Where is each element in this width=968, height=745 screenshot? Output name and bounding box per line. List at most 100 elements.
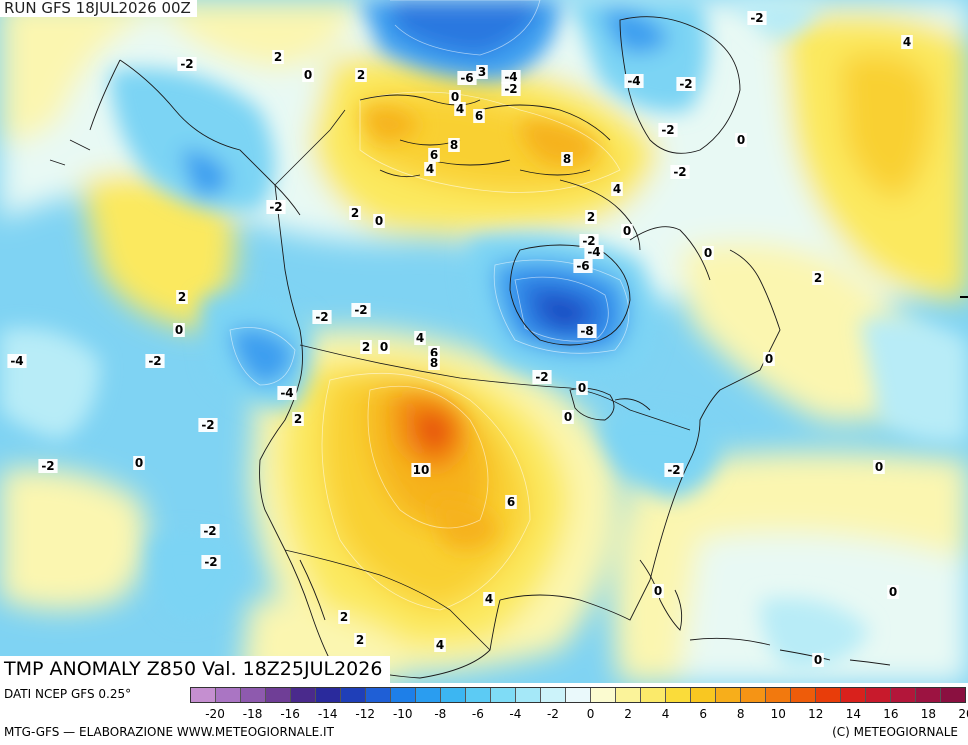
legend-tick-label: 6 bbox=[699, 707, 707, 721]
contour-label: -2 bbox=[670, 165, 690, 179]
svg-text:0: 0 bbox=[765, 352, 773, 366]
contour-label: -2 bbox=[658, 123, 678, 137]
legend-tick-label: -10 bbox=[392, 707, 413, 721]
legend-swatch bbox=[216, 688, 241, 702]
region-warm-northwest bbox=[0, 0, 360, 143]
contour-label: 2 bbox=[812, 271, 824, 285]
contour-label: 0 bbox=[735, 133, 747, 147]
coast-gulf bbox=[499, 579, 651, 621]
legend-tick-label: -2 bbox=[546, 707, 559, 721]
region-cold-greenland-west bbox=[570, 0, 708, 112]
legend-swatch bbox=[341, 688, 366, 702]
region-warm-west-pacific bbox=[80, 173, 236, 330]
contour-label: -2 bbox=[145, 354, 165, 368]
legend-tick-label: 18 bbox=[920, 707, 937, 721]
region-cold-east bbox=[730, 0, 820, 40]
border-us-mexico bbox=[284, 549, 491, 651]
contour-label: 2 bbox=[355, 68, 367, 82]
contour-label: 0 bbox=[449, 90, 461, 104]
svg-text:0: 0 bbox=[578, 381, 586, 395]
legend-tick-label: -4 bbox=[509, 707, 522, 721]
contour-label: 0 bbox=[562, 410, 574, 424]
svg-text:0: 0 bbox=[704, 246, 712, 260]
svg-text:0: 0 bbox=[737, 133, 745, 147]
svg-text:0: 0 bbox=[451, 90, 459, 104]
legend-swatch bbox=[866, 688, 891, 702]
contour-label: 6 bbox=[473, 109, 485, 123]
region-cold-alaska-core bbox=[180, 150, 230, 196]
contour-label: 8 bbox=[448, 138, 460, 152]
legend-swatch bbox=[716, 688, 741, 702]
legend-tick-label: 16 bbox=[883, 707, 899, 721]
isoline bbox=[229, 327, 296, 386]
contour-label: -2 bbox=[747, 11, 767, 25]
data-source-label: DATI NCEP GFS 0.25° bbox=[4, 687, 132, 701]
legend-swatch bbox=[816, 688, 841, 702]
contour-label: 4 bbox=[483, 592, 495, 606]
color-legend bbox=[190, 687, 966, 703]
svg-text:-2: -2 bbox=[535, 370, 548, 384]
contour-label: 0 bbox=[173, 323, 185, 337]
svg-text:-2: -2 bbox=[673, 165, 686, 179]
coast-cuba bbox=[689, 637, 891, 666]
svg-text:-4: -4 bbox=[504, 70, 517, 84]
svg-text:2: 2 bbox=[587, 210, 595, 224]
contour-label: 2 bbox=[272, 50, 284, 64]
svg-text:-2: -2 bbox=[679, 77, 692, 91]
svg-text:4: 4 bbox=[456, 102, 464, 116]
contour-label: -2 bbox=[501, 82, 521, 96]
svg-text:-4: -4 bbox=[10, 354, 23, 368]
svg-text:10: 10 bbox=[413, 463, 430, 477]
legend-swatch bbox=[916, 688, 941, 702]
region-cold-mexico-pacific bbox=[150, 533, 240, 620]
svg-text:0: 0 bbox=[135, 456, 143, 470]
region-warm-canada-hot bbox=[520, 119, 600, 166]
contour-label: -2 bbox=[532, 370, 552, 384]
contour-label: 0 bbox=[133, 456, 145, 470]
contour-label: -2 bbox=[38, 459, 58, 473]
svg-text:-6: -6 bbox=[460, 71, 473, 85]
legend-ticks: -20 -18 -16 -14 -12 -10 -8 -6 -4 -2 0 2 4 6 8 10 12 14 16 1… bbox=[190, 707, 968, 723]
map-title: TMP ANOMALY Z850 Val. 18Z25JUL2026 bbox=[0, 656, 391, 683]
svg-text:3: 3 bbox=[478, 65, 486, 79]
contour-label: -2 bbox=[676, 77, 696, 91]
legend-swatch bbox=[891, 688, 916, 702]
contour-label: -2 bbox=[201, 555, 221, 569]
legend-swatch bbox=[541, 688, 566, 702]
svg-text:4: 4 bbox=[416, 331, 424, 345]
region-cold-caribbean bbox=[760, 598, 870, 670]
svg-text:2: 2 bbox=[178, 290, 186, 304]
svg-text:-2: -2 bbox=[269, 200, 282, 214]
svg-text:-2: -2 bbox=[180, 57, 193, 71]
legend-swatch bbox=[941, 688, 965, 702]
svg-text:-2: -2 bbox=[750, 11, 763, 25]
svg-text:0: 0 bbox=[564, 410, 572, 424]
legend-swatch bbox=[641, 688, 666, 702]
contour-label: -4 bbox=[277, 386, 297, 400]
coast-baja bbox=[284, 549, 331, 661]
svg-text:6: 6 bbox=[430, 148, 438, 162]
coastline-layer bbox=[49, 16, 891, 679]
svg-text:2: 2 bbox=[362, 340, 370, 354]
svg-text:2: 2 bbox=[356, 633, 364, 647]
legend-swatch bbox=[241, 688, 266, 702]
contour-label: -2 bbox=[312, 310, 332, 324]
contour-label: 0 bbox=[302, 68, 314, 82]
contour-label: 0 bbox=[873, 460, 885, 474]
legend-swatch bbox=[366, 688, 391, 702]
svg-text:-2: -2 bbox=[354, 303, 367, 317]
svg-text:-2: -2 bbox=[582, 234, 595, 248]
legend-tick-label: 20 bbox=[958, 707, 968, 721]
legend-tick-label: -8 bbox=[434, 707, 447, 721]
legend-swatch bbox=[791, 688, 816, 702]
contour-label: 0 bbox=[576, 381, 588, 395]
svg-text:2: 2 bbox=[294, 412, 302, 426]
legend-swatch bbox=[566, 688, 591, 702]
svg-text:6: 6 bbox=[475, 109, 483, 123]
legend-swatch bbox=[591, 688, 616, 702]
legend-tick-label: -6 bbox=[471, 707, 484, 721]
svg-text:-2: -2 bbox=[41, 459, 54, 473]
isoline bbox=[390, 0, 541, 56]
region-warm-mexico bbox=[0, 468, 147, 610]
svg-text:0: 0 bbox=[304, 68, 312, 82]
